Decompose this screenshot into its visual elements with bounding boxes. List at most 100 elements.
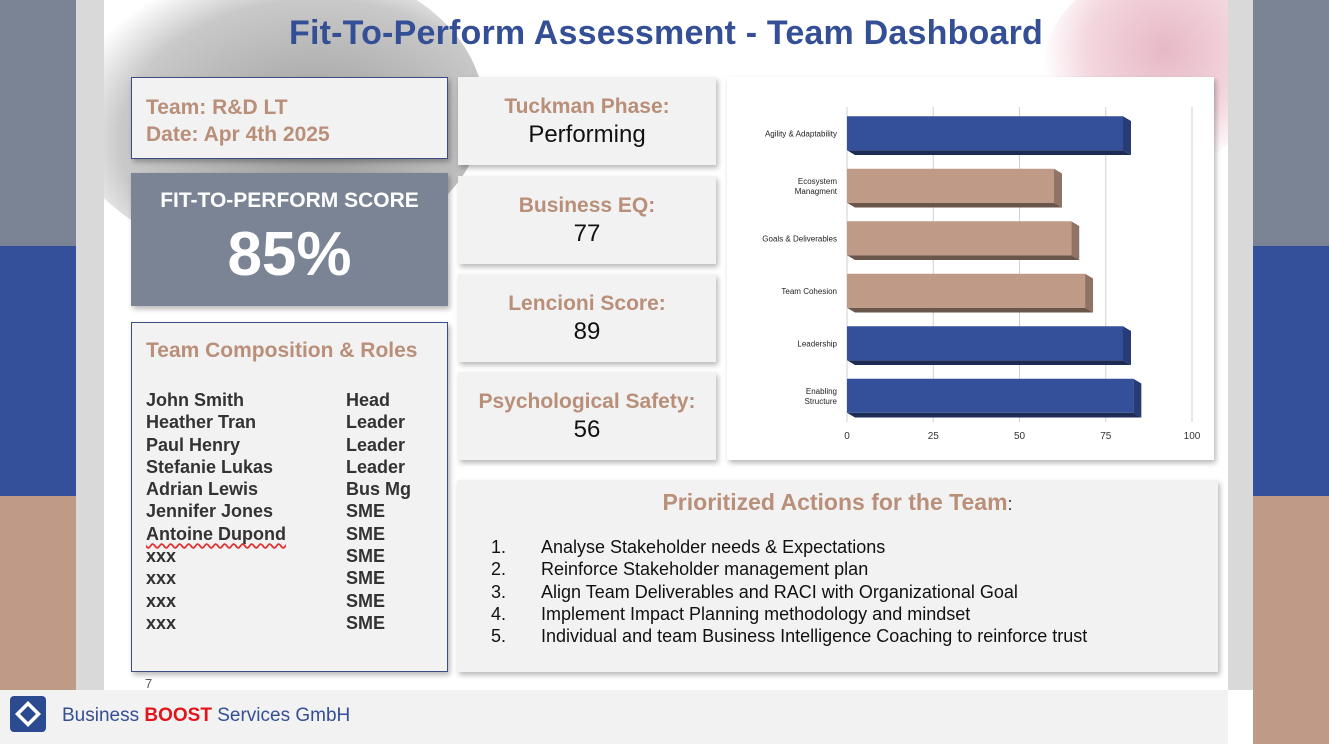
action-number: 4. bbox=[491, 603, 507, 624]
dimension-scores-bar-chart: 0 25 50 75 100 Agility & Adaptability Ecosyste… bbox=[762, 107, 1201, 442]
category-label: Enabling Structure bbox=[805, 387, 838, 406]
member-name: Paul Henry bbox=[146, 434, 241, 455]
member-role: Bus Mg bbox=[346, 479, 411, 500]
score-value: 85% bbox=[227, 220, 352, 289]
bar bbox=[847, 378, 1134, 413]
bar-bottom bbox=[847, 150, 1131, 156]
action-number: 2. bbox=[491, 559, 507, 580]
bar-bottom bbox=[847, 360, 1131, 366]
action-number: 3. bbox=[491, 581, 507, 602]
footer-bar bbox=[0, 690, 1228, 744]
x-tick-label: 50 bbox=[1014, 431, 1026, 442]
company-name-boost: BOOST bbox=[144, 705, 212, 726]
member-role: SME bbox=[346, 590, 386, 611]
tuckman-phase-value: Performing bbox=[528, 121, 646, 148]
x-tick-label: 25 bbox=[928, 431, 940, 442]
member-name: John Smith bbox=[146, 390, 244, 410]
team-composition-title: Team Composition & Roles bbox=[146, 339, 418, 362]
company-name-post: Services GmbH bbox=[211, 705, 351, 726]
bar bbox=[847, 326, 1123, 361]
left-band-gray bbox=[0, 0, 76, 246]
prioritized-actions-card: Prioritized Actions for the Team: 1. Anal… bbox=[457, 480, 1218, 672]
lencioni-score-value: 89 bbox=[573, 318, 601, 345]
company-logo-icon bbox=[10, 696, 46, 732]
prioritized-actions-title: Prioritized Actions for the Team: bbox=[457, 489, 1218, 516]
member-name: xxx bbox=[146, 590, 177, 611]
bar bbox=[847, 273, 1086, 308]
list-item: xxx SME bbox=[146, 568, 436, 590]
lencioni-score-card: Lencioni Score: 89 bbox=[458, 274, 716, 362]
list-item: Jennifer Jones SME bbox=[146, 501, 436, 523]
x-tick-label: 75 bbox=[1100, 431, 1112, 442]
left-band-blue bbox=[0, 246, 76, 496]
bar-bottom bbox=[847, 255, 1080, 261]
page-title: Fit-To-Perform Assessment - Team Dashboa… bbox=[288, 14, 1044, 52]
action-text: Analyse Stakeholder needs & Expectations bbox=[541, 537, 886, 557]
member-name: Adrian Lewis bbox=[146, 479, 259, 500]
bar-side bbox=[1071, 221, 1080, 261]
assessment-date: Date: Apr 4th 2025 bbox=[146, 123, 330, 146]
list-item: Antoine Dupond SME bbox=[146, 524, 436, 546]
right-band-gray bbox=[1253, 0, 1329, 246]
member-role: SME bbox=[346, 568, 386, 589]
bar bbox=[847, 116, 1123, 151]
business-eq-value: 77 bbox=[573, 220, 601, 247]
right-band-blue bbox=[1253, 246, 1329, 496]
dimension-scores-chart-card: 0 25 50 75 100 Agility & Adaptability Ecosyste… bbox=[727, 77, 1214, 460]
list-item: 2. Reinforce Stakeholder management plan bbox=[491, 559, 1191, 581]
team-composition-card: Team Composition & Roles John Smith Head … bbox=[131, 322, 448, 672]
member-name: xxx bbox=[146, 546, 177, 567]
bar bbox=[847, 168, 1054, 203]
list-item: Heather Tran Leader bbox=[146, 412, 436, 434]
psychological-safety-card: Psychological Safety: 56 bbox=[458, 372, 716, 460]
action-number: 5. bbox=[491, 626, 507, 647]
actions-title-text: Prioritized Actions for the Team bbox=[662, 489, 1008, 515]
list-item: 1. Analyse Stakeholder needs & Expectatio… bbox=[491, 537, 1191, 559]
member-role: SME bbox=[346, 546, 386, 567]
action-text: Align Team Deliverables and RACI with Or… bbox=[541, 581, 1018, 602]
bar-side bbox=[1133, 378, 1142, 418]
category-label: Leadership bbox=[797, 339, 837, 348]
member-role: SME bbox=[346, 501, 386, 522]
list-item: xxx SME bbox=[146, 591, 436, 613]
member-name: Jennifer Jones bbox=[146, 501, 274, 522]
action-text: Reinforce Stakeholder management plan bbox=[541, 559, 869, 580]
fit-to-perform-score-card: FIT-TO-PERFORM SCORE 85% bbox=[131, 173, 448, 306]
psychological-safety-value: 56 bbox=[573, 416, 601, 443]
bar-side bbox=[1123, 116, 1131, 156]
category-label: Agility & Adaptability bbox=[765, 129, 837, 138]
right-band-tan bbox=[1253, 496, 1329, 744]
bar-side bbox=[1054, 168, 1062, 208]
actions-title-colon: : bbox=[1007, 494, 1013, 514]
x-tick-label: 100 bbox=[1184, 431, 1201, 442]
member-name: Heather Tran bbox=[146, 412, 257, 433]
team-info-card: Team: R&D LT Date: Apr 4th 2025 bbox=[131, 77, 448, 159]
stray-mark: 7 bbox=[145, 676, 153, 691]
actions-list: 1. Analyse Stakeholder needs & Expectatio… bbox=[491, 537, 1191, 648]
tuckman-phase-label: Tuckman Phase: bbox=[504, 95, 670, 118]
category-label: Goals & Deliverables bbox=[762, 234, 837, 243]
lencioni-score-label: Lencioni Score: bbox=[508, 292, 666, 315]
bar-side bbox=[1085, 273, 1094, 313]
list-item: 5. Individual and team Business Intellige… bbox=[491, 626, 1191, 648]
business-eq-card: Business EQ: 77 bbox=[458, 176, 716, 264]
x-tick-label: 0 bbox=[844, 431, 850, 442]
member-name: xxx bbox=[146, 612, 177, 633]
team-name: Team: R&D LT bbox=[146, 96, 288, 119]
action-text: Individual and team Business Intelligenc… bbox=[541, 626, 1088, 647]
category-label: Ecosystem Managment bbox=[795, 177, 838, 196]
slide-frame-right bbox=[1228, 0, 1253, 690]
business-eq-label: Business EQ: bbox=[518, 194, 656, 217]
member-role: Leader bbox=[346, 412, 406, 433]
member-role: Leader bbox=[346, 456, 406, 477]
list-item: 3. Align Team Deliverables and RACI with … bbox=[491, 582, 1191, 604]
member-name: xxx bbox=[146, 568, 177, 589]
member-role: Leader bbox=[346, 434, 406, 455]
bar-bottom bbox=[847, 412, 1142, 418]
bar-bottom bbox=[847, 202, 1062, 208]
bar bbox=[847, 221, 1072, 256]
bar-side bbox=[1123, 326, 1131, 366]
list-item: John Smith Head bbox=[146, 390, 436, 412]
bar-bottom bbox=[847, 307, 1094, 313]
list-item: xxx SME bbox=[146, 546, 436, 568]
